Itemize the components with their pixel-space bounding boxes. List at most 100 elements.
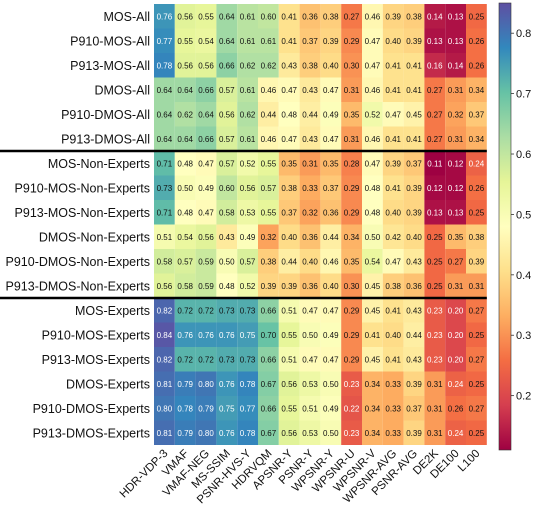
heatmap-cell (362, 4, 383, 29)
cell-value-label: 0.75 (240, 331, 256, 340)
cell-value-label: 0.80 (198, 380, 214, 389)
heatmap-cell (195, 126, 217, 151)
cell-value-label: 0.34 (365, 404, 381, 413)
colorbar-tick-label: 0.5 (516, 209, 531, 221)
cell-value-label: 0.31 (448, 86, 464, 95)
cell-value-label: 0.57 (219, 159, 235, 168)
cell-value-label: 0.38 (281, 184, 297, 193)
cell-value-label: 0.28 (344, 159, 360, 168)
heatmap-cell (320, 396, 342, 421)
cell-value-label: 0.66 (261, 306, 277, 315)
heatmap-cell (320, 249, 342, 274)
cell-value-label: 0.47 (302, 306, 318, 315)
heatmap-cell (424, 151, 446, 176)
cell-value-label: 0.66 (198, 86, 214, 95)
heatmap-cell (154, 28, 175, 53)
heatmap-cell (216, 273, 238, 298)
cell-value-label: 0.43 (281, 61, 297, 70)
cell-value-label: 0.43 (406, 355, 422, 364)
heatmap-cell (299, 151, 321, 176)
cell-value-label: 0.27 (469, 404, 485, 413)
cell-value-label: 0.61 (240, 37, 256, 46)
cell-value-label: 0.29 (344, 208, 360, 217)
row-label: P913-DMOS-Non-Experts (6, 279, 151, 293)
heatmap-cell (299, 396, 321, 421)
cell-value-label: 0.27 (448, 257, 464, 266)
heatmap-cell (174, 53, 196, 78)
cell-value-label: 0.47 (323, 135, 339, 144)
cell-value-label: 0.58 (157, 257, 173, 266)
heatmap-cell (403, 102, 425, 127)
row-label: P910-DMOS-Non-Experts (6, 255, 151, 269)
heatmap-cell (216, 420, 238, 445)
cell-value-label: 0.34 (469, 86, 485, 95)
heatmap-cell (362, 77, 383, 102)
cell-value-label: 0.59 (198, 282, 214, 291)
row-label: DMOS-All (94, 83, 150, 97)
cell-value-label: 0.39 (469, 257, 485, 266)
heatmap-cell (278, 4, 300, 29)
heatmap-cell (195, 347, 217, 372)
heatmap-cell (403, 371, 425, 396)
cell-value-label: 0.22 (344, 404, 360, 413)
cell-value-label: 0.55 (261, 159, 277, 168)
column-label: L100 (456, 448, 483, 475)
heatmap-cell (320, 102, 342, 127)
cell-value-label: 0.62 (261, 61, 277, 70)
heatmap-cell (258, 322, 279, 347)
cell-value-label: 0.81 (157, 429, 173, 438)
cell-value-label: 0.61 (261, 37, 277, 46)
cell-value-label: 0.16 (427, 61, 443, 70)
cell-value-label: 0.41 (385, 184, 401, 193)
cell-value-label: 0.24 (469, 159, 485, 168)
cell-value-label: 0.56 (198, 233, 214, 242)
cell-value-label: 0.66 (261, 404, 277, 413)
heatmap-cell (445, 224, 466, 249)
cell-value-label: 0.64 (177, 135, 193, 144)
cell-value-label: 0.39 (281, 282, 297, 291)
cell-value-label: 0.41 (385, 355, 401, 364)
heatmap-cell (154, 224, 175, 249)
colorbar-tick-label: 0.6 (516, 149, 531, 161)
heatmap-cell (216, 126, 238, 151)
cell-value-label: 0.78 (177, 404, 193, 413)
heatmap-cell (341, 273, 362, 298)
heatmap-cell (216, 151, 238, 176)
cell-value-label: 0.57 (240, 257, 256, 266)
cell-value-label: 0.48 (365, 184, 381, 193)
cell-value-label: 0.40 (385, 331, 401, 340)
heatmap-cell (237, 396, 258, 421)
cell-value-label: 0.49 (323, 404, 339, 413)
cell-value-label: 0.47 (198, 208, 214, 217)
heatmap-cell (403, 322, 425, 347)
cell-value-label: 0.75 (219, 404, 235, 413)
colorbar-tick-label: 0.4 (516, 270, 531, 282)
cell-value-label: 0.48 (281, 110, 297, 119)
heatmap-cell (299, 347, 321, 372)
heatmap-cell (424, 224, 446, 249)
cell-value-label: 0.41 (385, 86, 401, 95)
cell-value-label: 0.73 (240, 306, 256, 315)
heatmap-cell (258, 249, 279, 274)
heatmap-cell (216, 249, 238, 274)
row-label: P913-DMOS-Experts (33, 426, 150, 440)
heatmap-cell (320, 28, 342, 53)
heatmap-cell (237, 200, 258, 225)
heatmap-cell (466, 4, 487, 29)
cell-value-label: 0.27 (344, 12, 360, 21)
cell-value-label: 0.34 (469, 135, 485, 144)
heatmap-cell (174, 347, 196, 372)
heatmap-cell (445, 77, 466, 102)
cell-value-label: 0.60 (261, 12, 277, 21)
heatmap-cell (362, 273, 383, 298)
cell-value-label: 0.78 (157, 61, 173, 70)
cell-value-label: 0.56 (240, 184, 256, 193)
heatmap-cell (341, 420, 362, 445)
heatmap-cell (299, 4, 321, 29)
heatmap-cell (362, 224, 383, 249)
heatmap-cell (216, 396, 238, 421)
cell-value-label: 0.43 (219, 233, 235, 242)
cell-value-label: 0.45 (406, 110, 422, 119)
heatmap-cell (258, 396, 279, 421)
